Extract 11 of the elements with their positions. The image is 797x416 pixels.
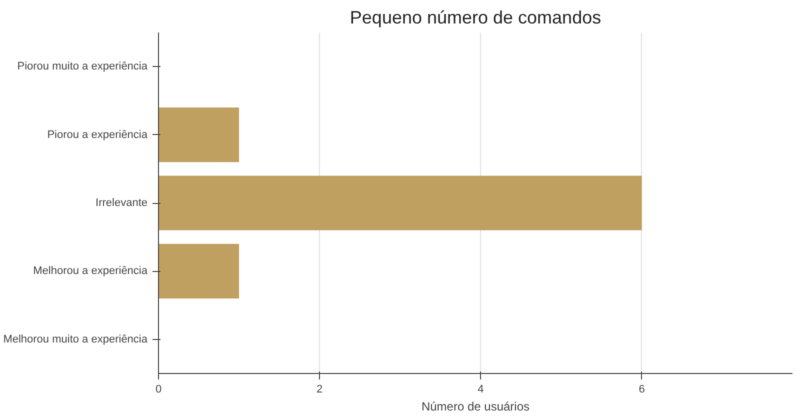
- x-tick-label: 2: [316, 384, 323, 396]
- y-tick-label: Irrelevante: [96, 197, 148, 209]
- chart-title: Pequeno número de comandos: [350, 8, 602, 28]
- x-axis-title: Número de usuários: [421, 400, 530, 414]
- x-tick-label: 6: [638, 384, 645, 396]
- x-tick-label: 0: [155, 384, 162, 396]
- x-tick-label: 4: [478, 384, 484, 396]
- y-tick-label: Piorou a experiência: [47, 128, 148, 141]
- y-tick-label: Melhorou muito a experiência: [3, 333, 148, 346]
- y-tick-label: Melhorou a experiência: [33, 265, 148, 278]
- y-tick-label: Piorou muito a experiência: [17, 60, 148, 73]
